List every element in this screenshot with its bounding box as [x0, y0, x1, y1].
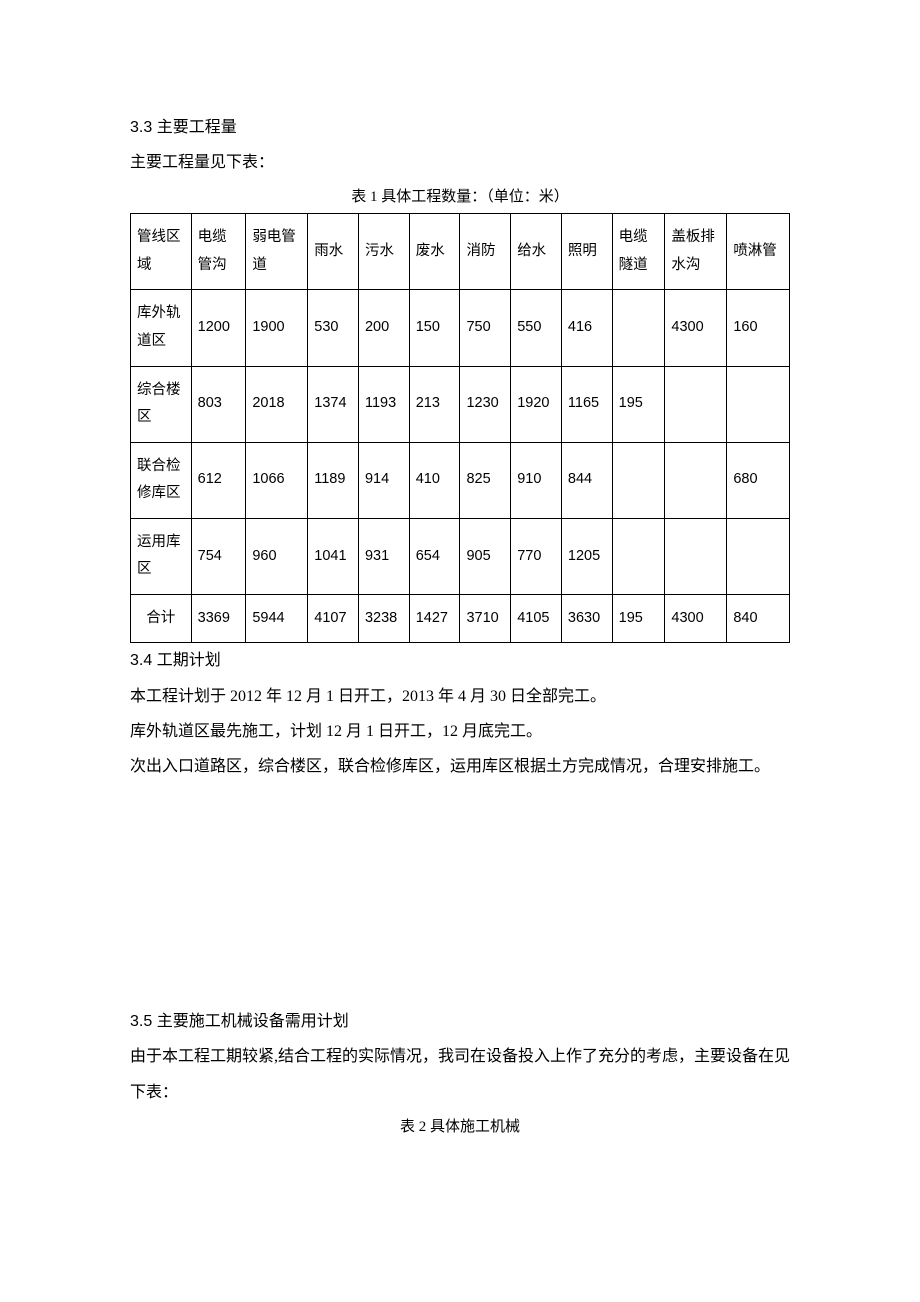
table-cell: 410: [409, 442, 460, 518]
table-cell: 合计: [131, 594, 192, 643]
table-cell: 1041: [308, 518, 359, 594]
table-header-cell: 电缆隧道: [612, 214, 665, 290]
table-cell: 750: [460, 290, 511, 366]
table-header-cell: 消防: [460, 214, 511, 290]
table-cell: 612: [191, 442, 246, 518]
table-cell: 840: [727, 594, 790, 643]
table-header-cell: 废水: [409, 214, 460, 290]
section-3-3-heading: 3.3 主要工程量: [130, 110, 790, 145]
table-cell: 550: [511, 290, 562, 366]
table-cell: 195: [612, 366, 665, 442]
table-cell: 910: [511, 442, 562, 518]
table-cell: 530: [308, 290, 359, 366]
table-cell: 1066: [246, 442, 308, 518]
table-cell: 4105: [511, 594, 562, 643]
table-row: 综合楼区 803 2018 1374 1193 213 1230 1920 11…: [131, 366, 790, 442]
table-cell: 1200: [191, 290, 246, 366]
table-cell: 联合检修库区: [131, 442, 192, 518]
table-cell: [612, 290, 665, 366]
table-header-cell: 污水: [358, 214, 409, 290]
table-header-cell: 喷淋管: [727, 214, 790, 290]
table-cell: [612, 442, 665, 518]
table-cell: 1374: [308, 366, 359, 442]
table-cell: 1920: [511, 366, 562, 442]
table-cell: 3238: [358, 594, 409, 643]
table-header-cell: 管线区域: [131, 214, 192, 290]
table-cell: 库外轨道区: [131, 290, 192, 366]
table-cell: 825: [460, 442, 511, 518]
table-cell: 680: [727, 442, 790, 518]
table-row: 联合检修库区 612 1066 1189 914 410 825 910 844…: [131, 442, 790, 518]
table-cell: 1427: [409, 594, 460, 643]
table-row-total: 合计 3369 5944 4107 3238 1427 3710 4105 36…: [131, 594, 790, 643]
table-cell: 运用库区: [131, 518, 192, 594]
table-header-cell: 弱电管道: [246, 214, 308, 290]
table-cell: 3710: [460, 594, 511, 643]
table-header-cell: 电缆管沟: [191, 214, 246, 290]
table-1: 管线区域 电缆管沟 弱电管道 雨水 污水 废水 消防 给水 照明 电缆隧道 盖板…: [130, 213, 790, 643]
section-3-4-heading: 3.4 工期计划: [130, 643, 790, 678]
table-header-row: 管线区域 电缆管沟 弱电管道 雨水 污水 废水 消防 给水 照明 电缆隧道 盖板…: [131, 214, 790, 290]
table-header-cell: 给水: [511, 214, 562, 290]
table-cell: 754: [191, 518, 246, 594]
table-cell: 200: [358, 290, 409, 366]
section-3-3-intro: 主要工程量见下表：: [130, 145, 790, 180]
table-cell: [727, 366, 790, 442]
page-gap: [130, 784, 790, 1004]
table-cell: 1230: [460, 366, 511, 442]
table-cell: [612, 518, 665, 594]
table-1-caption: 表 1 具体工程数量：（单位：米）: [130, 184, 790, 211]
table-cell: 1165: [561, 366, 612, 442]
table-cell: 4107: [308, 594, 359, 643]
table-cell: 213: [409, 366, 460, 442]
table-header-cell: 照明: [561, 214, 612, 290]
table-cell: [665, 442, 727, 518]
table-cell: 803: [191, 366, 246, 442]
section-3-5-p1: 由于本工程工期较紧,结合工程的实际情况，我司在设备投入上作了充分的考虑，主要设备…: [130, 1039, 790, 1109]
table-2-caption: 表 2 具体施工机械: [130, 1114, 790, 1141]
table-cell: 914: [358, 442, 409, 518]
table-cell: 3630: [561, 594, 612, 643]
table-cell: 150: [409, 290, 460, 366]
table-cell: 770: [511, 518, 562, 594]
table-cell: 5944: [246, 594, 308, 643]
table-cell: 931: [358, 518, 409, 594]
table-cell: 195: [612, 594, 665, 643]
table-header-cell: 盖板排水沟: [665, 214, 727, 290]
table-cell: 960: [246, 518, 308, 594]
table-cell: 综合楼区: [131, 366, 192, 442]
table-cell: 844: [561, 442, 612, 518]
table-cell: 1193: [358, 366, 409, 442]
section-3-4-p1: 本工程计划于 2012 年 12 月 1 日开工，2013 年 4 月 30 日…: [130, 679, 790, 714]
table-cell: [665, 366, 727, 442]
table-cell: 416: [561, 290, 612, 366]
table-cell: 3369: [191, 594, 246, 643]
table-row: 运用库区 754 960 1041 931 654 905 770 1205: [131, 518, 790, 594]
table-header-cell: 雨水: [308, 214, 359, 290]
table-row: 库外轨道区 1200 1900 530 200 150 750 550 416 …: [131, 290, 790, 366]
section-3-4-p3: 次出入口道路区，综合楼区，联合检修库区，运用库区根据土方完成情况，合理安排施工。: [130, 749, 790, 784]
table-cell: 4300: [665, 594, 727, 643]
section-3-4-p2: 库外轨道区最先施工，计划 12 月 1 日开工，12 月底完工。: [130, 714, 790, 749]
table-cell: 4300: [665, 290, 727, 366]
table-cell: [665, 518, 727, 594]
table-cell: 2018: [246, 366, 308, 442]
table-cell: 160: [727, 290, 790, 366]
table-cell: [727, 518, 790, 594]
table-cell: 905: [460, 518, 511, 594]
table-cell: 654: [409, 518, 460, 594]
table-cell: 1205: [561, 518, 612, 594]
table-cell: 1189: [308, 442, 359, 518]
table-cell: 1900: [246, 290, 308, 366]
section-3-5-heading: 3.5 主要施工机械设备需用计划: [130, 1004, 790, 1039]
